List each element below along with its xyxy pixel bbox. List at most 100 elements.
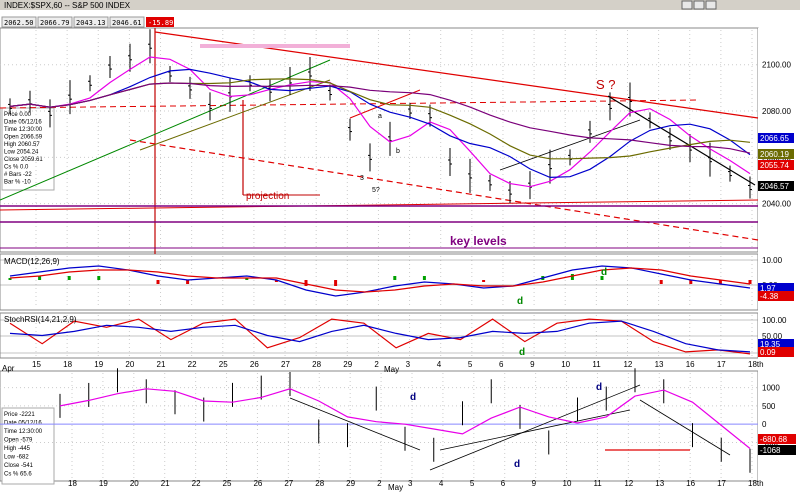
month-label: May (388, 483, 403, 492)
data-window-row: Cs % 65.6 (4, 472, 32, 478)
macd-d-label-2: d (601, 267, 607, 278)
date-tick-label: 19 (99, 479, 108, 488)
data-window-row: Price -2221 (4, 412, 35, 418)
data-window-row: Date 05/12/16 (4, 120, 42, 126)
ma-fast-line (9, 56, 751, 188)
macd-panel (0, 253, 759, 311)
cum-tag (758, 445, 796, 455)
maximize-button[interactable] (693, 0, 705, 10)
macd-d-label: d (517, 296, 523, 307)
cum-channel-line (429, 384, 641, 471)
date-tick-label: 22 (192, 479, 201, 488)
date-tick-label: 10 (563, 479, 572, 488)
data-window-row: Bar % -10 (4, 180, 31, 186)
macd-tag-label: 1.97 (760, 284, 776, 293)
series-layer (8, 29, 752, 473)
price-tag-label: 2060.19 (760, 150, 789, 159)
s-question-annotation: S ? (596, 77, 616, 92)
data-window-row: Date 05/12/16 (4, 421, 42, 427)
date-tick-label: 15 (32, 360, 41, 369)
label-layer: 15 18 19 20 21 22 25 26 27 28 29 2 3 4 5 6 9 10 11 12 13 16 17… (2, 61, 796, 492)
macd-tag (758, 283, 794, 293)
pink-highlight-bar (200, 44, 350, 48)
price-tag (758, 160, 794, 170)
close-button[interactable] (705, 0, 717, 10)
macd-signal-line (9, 267, 751, 293)
date-tick-label: 22 (188, 360, 197, 369)
stochrsi-title: StochRSI(14,21,2,9) (4, 315, 77, 324)
stoch-tag-label: 0.09 (760, 348, 776, 357)
cum-tick-label: 0 (762, 420, 767, 429)
date-tick-label: 21 (157, 360, 166, 369)
stoch-tick-label: 100.00 (762, 316, 787, 325)
ma-mid-line (9, 68, 751, 179)
date-tick-label: 5 (470, 479, 475, 488)
ohlc-close: 2046.61 (112, 19, 142, 27)
price-tick-label: 2100.00 (762, 61, 791, 70)
ohlc-low: 2043.13 (76, 19, 106, 27)
cum-d-label-3: d (596, 382, 602, 393)
wave-b-label: b (396, 148, 400, 155)
price-tag (758, 181, 794, 191)
cum-tick-label: 500 (762, 402, 776, 411)
change-badge: -15.89 (148, 19, 173, 27)
macd-title: MACD(12,26,9) (4, 257, 60, 266)
date-tick-label: 27 (281, 360, 290, 369)
month-label: May (384, 365, 399, 374)
stochrsi-panel (0, 312, 759, 359)
title-bar[interactable] (0, 0, 800, 10)
data-window-row: Close 2059.61 (4, 157, 43, 163)
date-tick-label: 2 (377, 479, 382, 488)
date-tick-label: 21 (161, 479, 170, 488)
date-tick-label: 20 (125, 360, 134, 369)
data-window-row: Close -541 (4, 463, 34, 469)
cum-d-label-2: d (514, 459, 520, 470)
date-tick-label: 11 (593, 479, 602, 488)
stoch-d-label: d (519, 347, 525, 358)
date-tick-label: 27 (284, 479, 293, 488)
cum-channel-line (439, 409, 631, 451)
date-tick-label: 28 (315, 479, 324, 488)
cum-tag-label: -1068 (760, 446, 781, 455)
date-tick-label: 3 (406, 360, 411, 369)
date-tick-label: 5 (468, 360, 473, 369)
macd-tag-label: -4.38 (760, 292, 779, 301)
data-window-row: Cs % 0.0 (4, 165, 29, 171)
green-trendline (0, 59, 331, 201)
date-tick-label: 19 (94, 360, 103, 369)
cum-ma-line (59, 388, 751, 449)
stoch-tick-label: 50.00 (762, 332, 783, 341)
date-tick-label: 13 (655, 479, 664, 488)
data-window-row: Price 0.00 (4, 112, 32, 118)
date-tick-label: 6 (499, 360, 504, 369)
red-support-line (0, 199, 759, 211)
data-window-row: High 2060.57 (4, 142, 40, 148)
cum-data-window: Price -2221 Date 05/12/16 Time 12:30:00 Ope… (1, 407, 55, 485)
date-tick-label: 17 (717, 479, 726, 488)
projection-annotation: projection (246, 191, 289, 202)
macd-tag (758, 291, 794, 301)
date-tick-label: 28 (312, 360, 321, 369)
lower-dashed-trendline (129, 139, 759, 241)
macd-tick-label: 10.00 (762, 256, 783, 265)
data-window-row: Open -579 (4, 438, 33, 444)
wave-5-label: 5? (372, 187, 380, 194)
window-controls (681, 0, 717, 10)
date-tick-label: 4 (437, 360, 442, 369)
data-window-row: Open 2066.59 (4, 135, 43, 141)
right-axis (758, 28, 800, 492)
cum-channel-line (639, 399, 731, 456)
date-tick-label: 18th (748, 479, 764, 488)
minimize-button[interactable] (681, 0, 693, 10)
date-tick-label: 10 (561, 360, 570, 369)
olive-trendline (139, 79, 331, 151)
date-tick-label: 3 (408, 479, 413, 488)
data-window-row: Low -682 (4, 455, 29, 461)
data-window-row: Time 12:30:00 (4, 429, 43, 435)
key-levels-annotation: key levels (450, 234, 507, 248)
cum-tick-label: 1000 (762, 384, 780, 393)
stoch-k-line (9, 318, 751, 355)
ma-long-line (9, 82, 751, 154)
price-tick-label: 2040.00 (762, 200, 791, 209)
wave-a-label: a (378, 113, 382, 120)
